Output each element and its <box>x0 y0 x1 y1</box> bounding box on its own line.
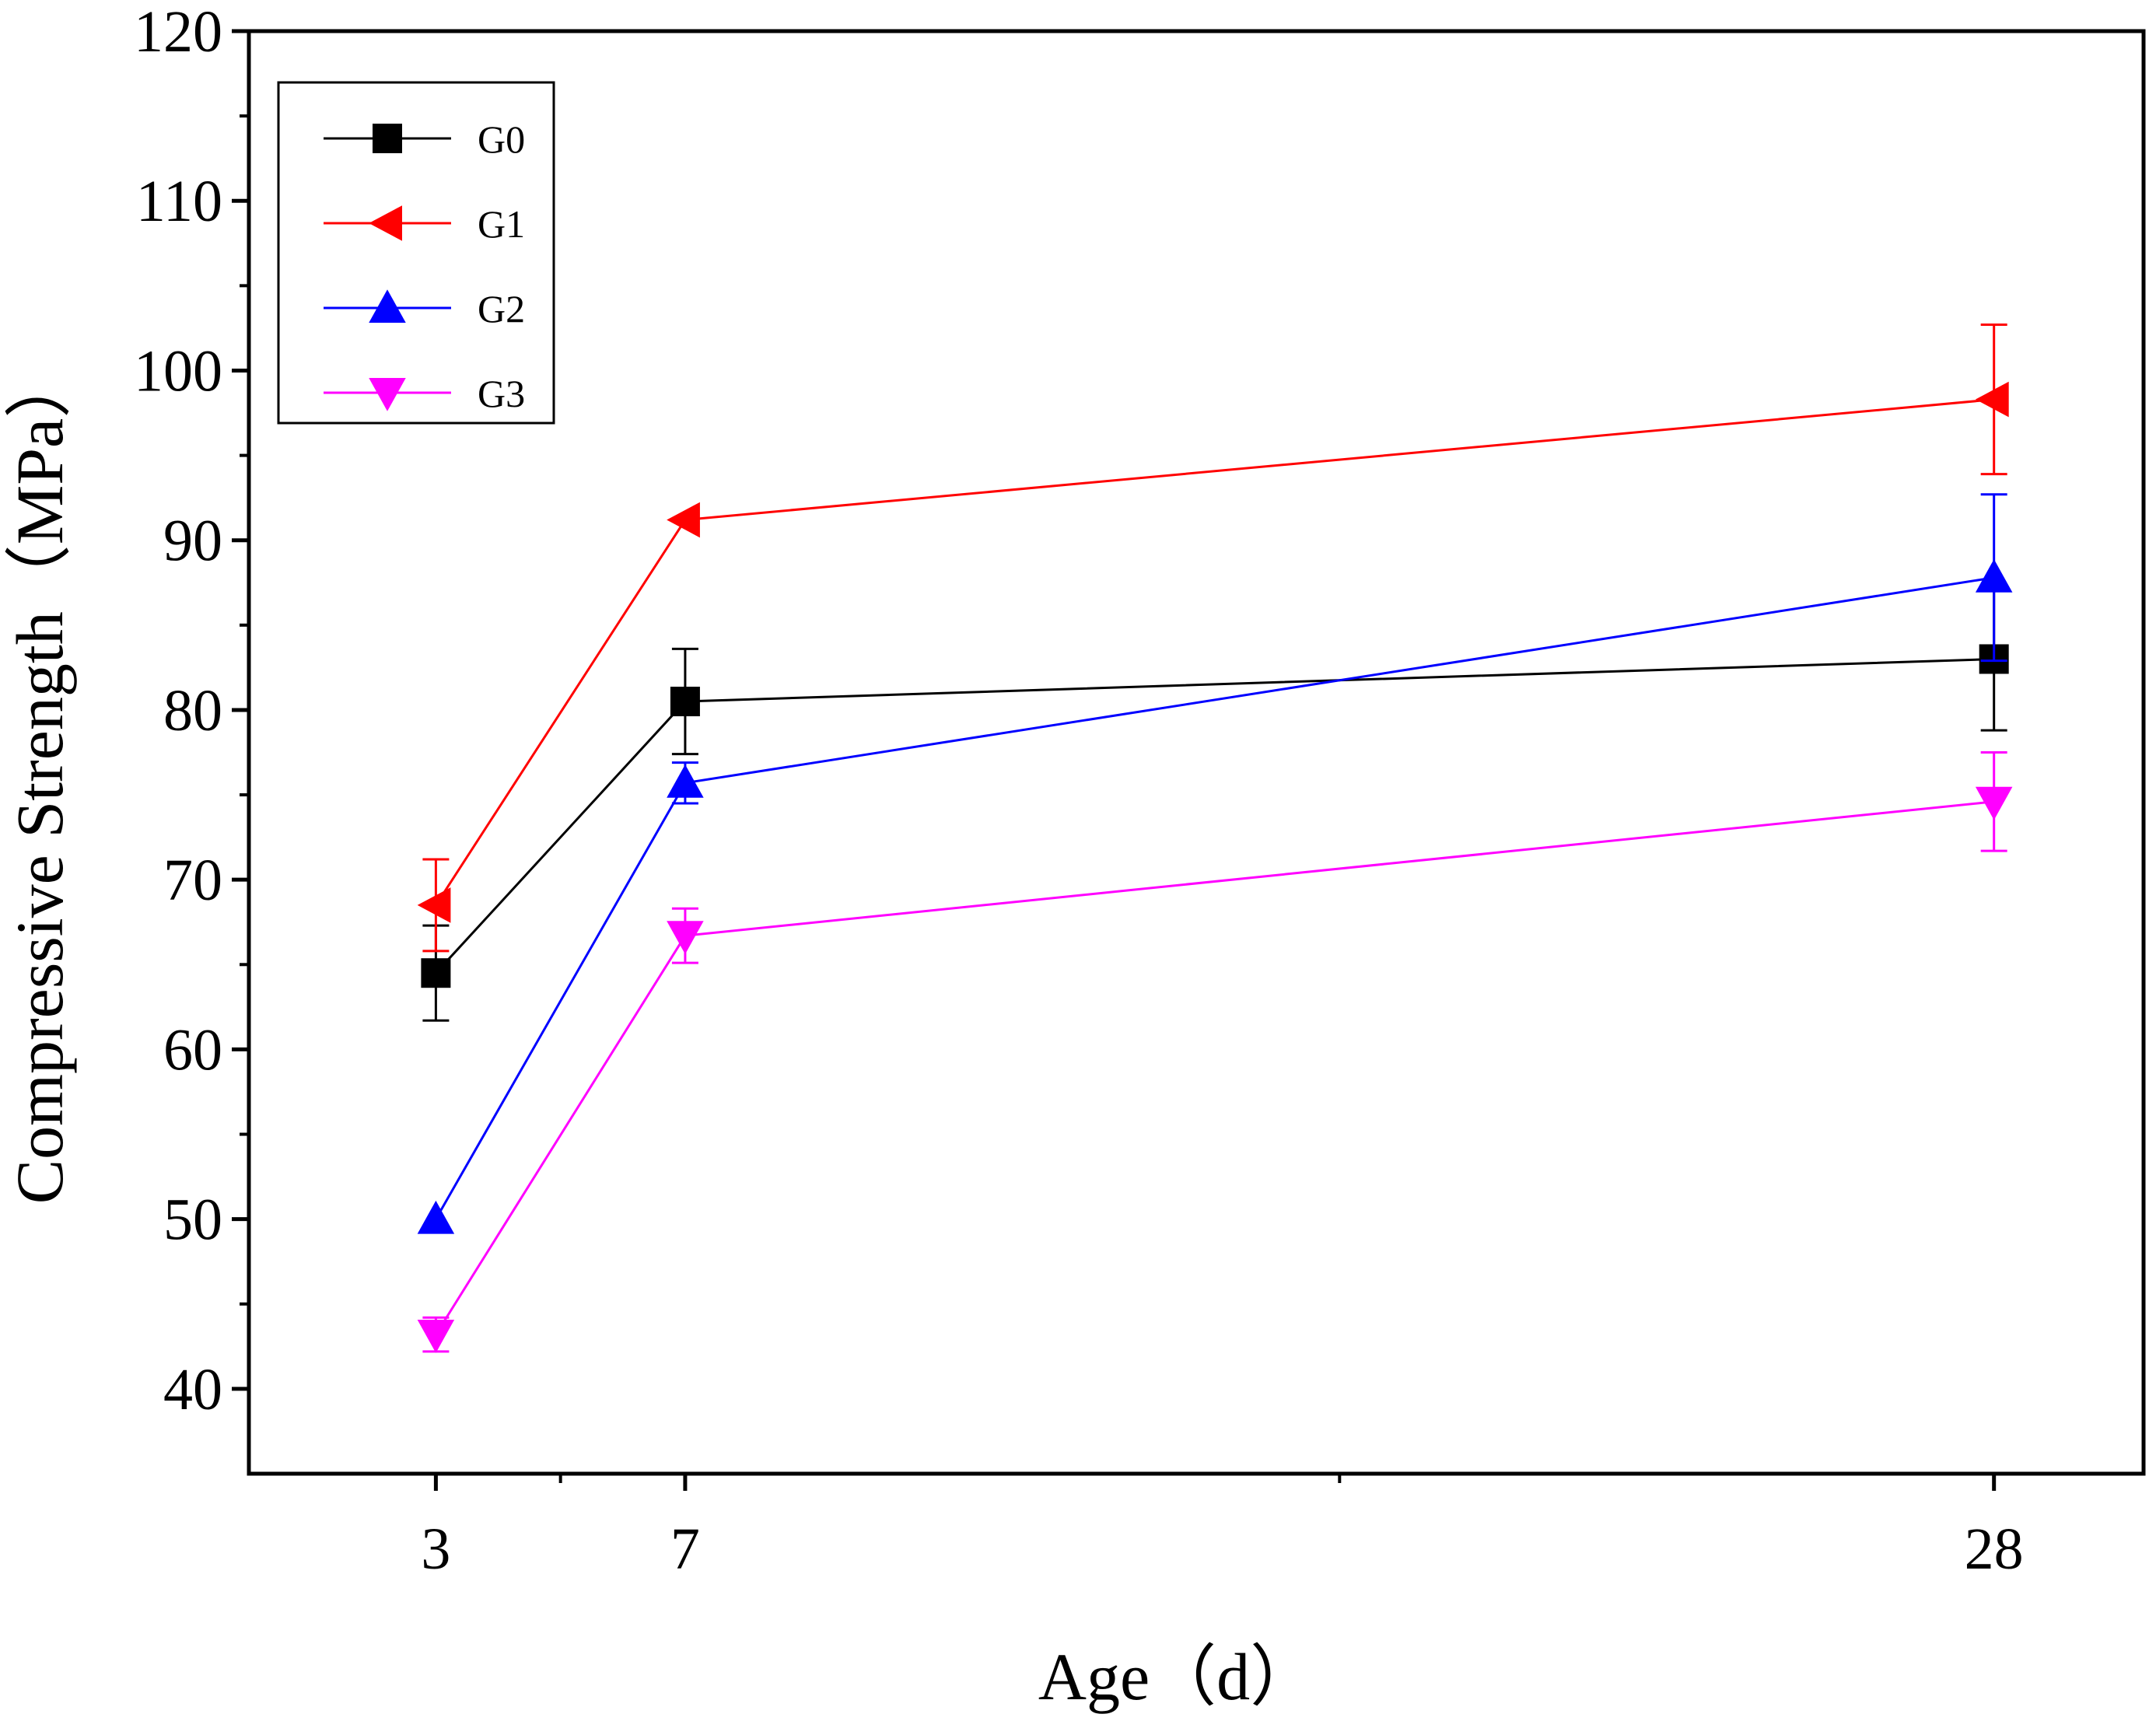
y-tick-label: 110 <box>136 169 222 234</box>
x-tick-label: 7 <box>670 1516 700 1582</box>
triangle-up-marker <box>417 1200 455 1234</box>
series-g3 <box>417 751 2013 1353</box>
series-g2 <box>417 493 2013 1234</box>
triangle-down-marker <box>417 1320 455 1353</box>
y-tick-label: 100 <box>134 338 222 404</box>
triangle-up-marker <box>1975 558 2013 593</box>
triangle-left-marker <box>369 205 402 241</box>
series-line <box>435 576 1994 1220</box>
triangle-left-marker <box>1975 381 2009 418</box>
triangle-down-marker <box>667 921 704 954</box>
series-group <box>417 324 2013 1353</box>
series-g1 <box>417 324 2009 953</box>
square-marker <box>373 124 402 153</box>
square-marker <box>421 958 451 988</box>
triangle-up-marker <box>369 289 406 323</box>
triangle-down-marker <box>369 378 406 411</box>
y-axis-title: Compressive Strength（MPa） <box>2 352 77 1204</box>
axes: 40 50 60 70 80 90 100 110 120 3 7 28 <box>134 0 2024 1582</box>
y-tick-label: 50 <box>163 1188 222 1253</box>
legend-label: G0 <box>478 117 525 161</box>
series-line <box>435 398 1994 906</box>
y-tick-label: 90 <box>163 509 222 574</box>
legend-label: G1 <box>478 202 525 246</box>
triangle-up-marker <box>667 764 704 798</box>
y-tick-label: 60 <box>163 1017 222 1083</box>
plot-frame <box>247 29 2146 1476</box>
y-tick-label: 70 <box>163 848 222 913</box>
series-g0 <box>421 586 2009 1022</box>
legend-label: G3 <box>478 372 525 415</box>
square-marker <box>670 687 700 717</box>
x-tick-label: 28 <box>1965 1516 2024 1582</box>
triangle-down-marker <box>1975 786 2013 820</box>
y-tick-label: 40 <box>163 1357 222 1422</box>
legend: G0 G1 G2 G3 <box>277 81 555 425</box>
legend-label: G2 <box>478 287 525 331</box>
triangle-left-marker <box>417 887 451 923</box>
series-line <box>435 800 1994 1335</box>
x-axis-title: Age（d） <box>1038 1639 1317 1714</box>
triangle-left-marker <box>667 502 700 538</box>
plot-area <box>247 29 2146 1476</box>
y-tick-label: 120 <box>134 0 222 65</box>
x-tick-label: 3 <box>421 1516 450 1582</box>
y-tick-label: 80 <box>163 678 222 743</box>
